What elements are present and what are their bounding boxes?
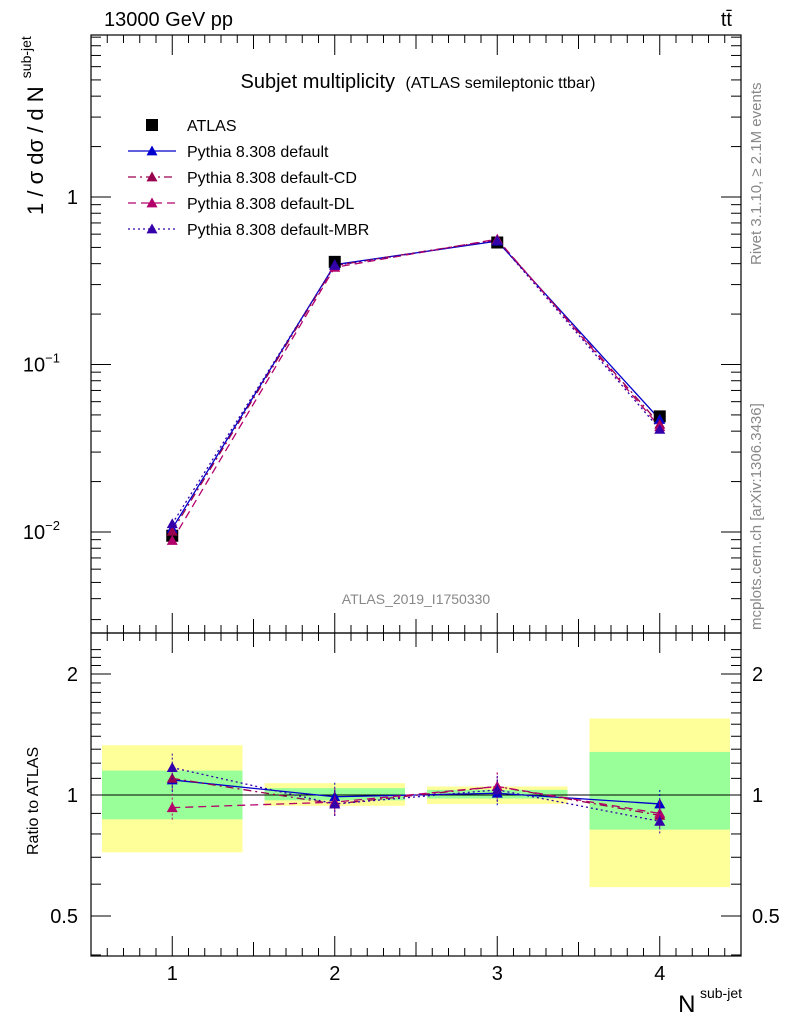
main-title-group: Subjet multiplicity (ATLAS semileptonic … [241,71,596,93]
ratio-y-label: Ratio to ATLAS [25,747,42,855]
legend-label-4: Pythia 8.308 default-MBR [187,222,369,239]
rivet-label: Rivet 3.1.10, ≥ 2.1M events [748,83,765,266]
ratio-series-line-0 [172,779,660,805]
legend-marker-2 [146,171,158,182]
main-mc-point-3 [166,534,178,545]
legend-marker-3 [146,197,158,208]
x-tick-label: 4 [654,963,665,985]
main-y-label: 1 / σ dσ / d N sub-jet [18,36,48,215]
x-tick-label: 2 [329,963,340,985]
ratio-plot-frame [90,632,742,957]
legend-label-0: ATLAS [187,118,237,135]
process-label: tt̄ [721,9,733,31]
chart-subtitle: (ATLAS semileptonic ttbar) [405,75,595,92]
x-tick-label: 1 [167,963,178,985]
main-series-line-1 [171,240,661,529]
chart-title: Subjet multiplicity [241,71,396,93]
main-series-line-2 [171,239,661,532]
main-y-tick-label: 10−1 [23,351,60,377]
main-mc-point-4 [491,234,503,245]
main-mc-point-4 [166,518,178,529]
legend-marker-1 [146,145,158,156]
ratio-mc-point-3 [654,815,666,826]
main-series-line-4 [171,239,661,525]
ratio-y-tick-label-left: 2 [67,664,78,686]
main-mc-point-4 [654,423,666,434]
frames [90,34,742,957]
legend-marker-atlas [146,119,158,131]
ratio-y-tick-label-left: 0.5 [50,906,78,928]
ratio-mc-point-3 [491,784,503,795]
mcplots-label: mcplots.cern.ch [arXiv:1306.3436] [748,403,765,630]
x-tick-label: 3 [492,963,503,985]
legend-label-1: Pythia 8.308 default [187,144,329,161]
analysis-watermark: ATLAS_2019_I1750330 [342,591,491,607]
ratio-y-tick-label-left: 1 [67,785,78,807]
main-mc-point-4 [329,259,341,270]
legend-label-2: Pythia 8.308 default-CD [187,170,357,187]
main-series-line-3 [171,238,661,541]
main-y-tick-label: 10−2 [23,518,60,544]
main-y-tick-label: 1 [67,187,78,209]
legend: ATLAS Pythia 8.308 default Pythia 8.308 de… [128,118,369,239]
main-y-label-sup: sub-jet [18,36,34,78]
energy-label: 13000 GeV pp [104,9,233,31]
main-mc-point-2 [166,525,178,536]
ratio-y-tick-label-right: 1 [752,785,763,807]
x-axis-label-sup: sub-jet [700,985,742,1001]
ratio-mc-point-2 [166,802,178,813]
ratio-y-tick-label-right: 0.5 [752,906,780,928]
axes-ticks: 1 10−1 10−2 0.5 0.5 1 1 2 2 1 2 3 4 [23,35,780,985]
ratio-mc-point-3 [329,798,341,809]
ratio-series-line-1 [172,777,660,816]
x-axis-label: N sub-jet [678,985,742,1018]
legend-marker-4 [146,223,158,234]
ratio-mc-point-3 [166,762,178,772]
ratio-y-tick-label-right: 2 [752,664,763,686]
main-y-label-base: 1 / σ dσ / d N [23,86,48,215]
x-axis-label-base: N [678,991,695,1018]
data-series [166,233,666,836]
legend-label-3: Pythia 8.308 default-DL [187,196,354,213]
ratio-series-line-2 [172,785,660,815]
